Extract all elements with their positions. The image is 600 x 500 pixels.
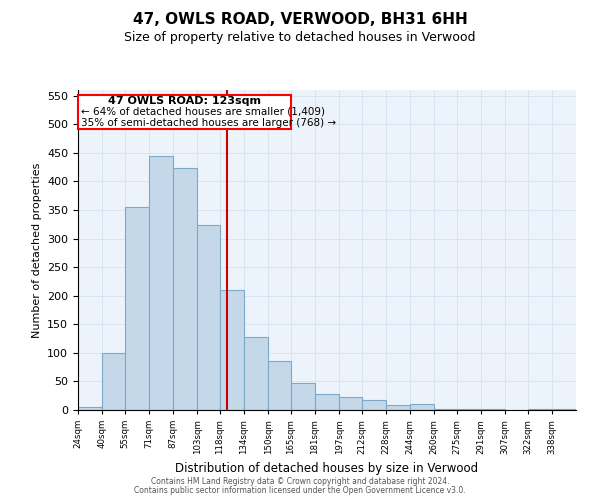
Y-axis label: Number of detached properties: Number of detached properties <box>32 162 41 338</box>
Bar <box>410 404 434 410</box>
Bar <box>386 406 410 410</box>
Text: Size of property relative to detached houses in Verwood: Size of property relative to detached ho… <box>124 31 476 44</box>
Bar <box>244 337 268 410</box>
Bar <box>149 156 173 410</box>
Text: ← 64% of detached houses are smaller (1,409): ← 64% of detached houses are smaller (1,… <box>81 107 325 117</box>
Bar <box>173 168 197 410</box>
Bar <box>268 362 291 410</box>
Bar <box>362 400 386 410</box>
Text: 47 OWLS ROAD: 123sqm: 47 OWLS ROAD: 123sqm <box>108 96 261 106</box>
Bar <box>339 397 362 410</box>
X-axis label: Distribution of detached houses by size in Verwood: Distribution of detached houses by size … <box>175 462 479 475</box>
Bar <box>78 94 291 129</box>
Bar <box>125 207 149 410</box>
Bar <box>481 409 505 410</box>
Text: Contains HM Land Registry data © Crown copyright and database right 2024.: Contains HM Land Registry data © Crown c… <box>151 477 449 486</box>
Bar <box>197 226 220 410</box>
Bar <box>315 394 339 410</box>
Bar <box>434 409 457 410</box>
Bar <box>220 290 244 410</box>
Text: 35% of semi-detached houses are larger (768) →: 35% of semi-detached houses are larger (… <box>81 118 336 128</box>
Bar <box>102 353 125 410</box>
Text: 47, OWLS ROAD, VERWOOD, BH31 6HH: 47, OWLS ROAD, VERWOOD, BH31 6HH <box>133 12 467 28</box>
Bar <box>78 407 102 410</box>
Text: Contains public sector information licensed under the Open Government Licence v3: Contains public sector information licen… <box>134 486 466 495</box>
Bar <box>291 382 315 410</box>
